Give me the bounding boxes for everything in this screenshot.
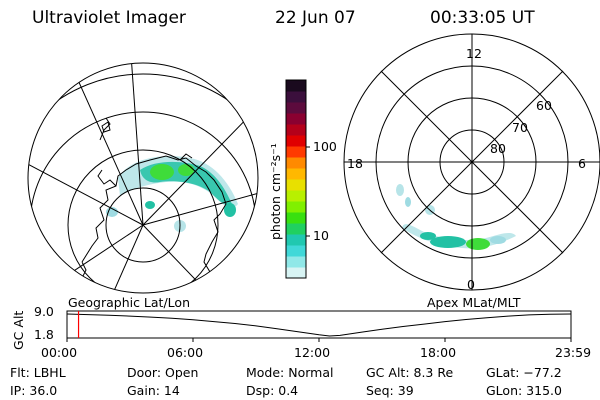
colorbar-tick-100: 100 xyxy=(313,139,337,154)
observation-time: 00:33:05 UT xyxy=(430,8,535,28)
mlt-label-6: 6 xyxy=(578,156,586,171)
colorbar-tick-10: 10 xyxy=(313,228,329,243)
mlt-label-12: 12 xyxy=(466,46,482,61)
colorbar xyxy=(285,79,310,279)
polar-plot-label: Apex MLat/MLT xyxy=(427,295,521,310)
y-tick-bottom: 1.8 xyxy=(34,327,54,342)
dsp-info: Dsp: 0.4 xyxy=(246,383,299,398)
x-tick-label-1: 06:00 xyxy=(167,345,204,360)
colorbar-segment xyxy=(286,179,306,191)
colorbar-segment xyxy=(286,223,306,235)
gc-alt-info: GC Alt: 8.3 Re xyxy=(366,365,454,380)
aurora-emission-polar xyxy=(396,184,516,250)
x-tick-label-3: 18:00 xyxy=(420,345,457,360)
colorbar-segment xyxy=(286,124,306,136)
mlat-label-80: 80 xyxy=(490,141,506,156)
x-tick-label-2: 12:00 xyxy=(294,345,331,360)
colorbar-segment xyxy=(286,113,306,125)
x-tick-label-0: 00:00 xyxy=(41,345,78,360)
x-tick-label-4: 23:59 xyxy=(555,345,592,360)
aurora-emission-geo xyxy=(106,156,238,232)
mlat-label-70: 70 xyxy=(512,120,528,135)
colorbar-segment xyxy=(286,135,306,147)
colorbar-segment xyxy=(286,80,306,92)
gain-info: Gain: 14 xyxy=(127,383,180,398)
filter-info: Flt: LBHL xyxy=(10,365,66,380)
gc-alt-timeline xyxy=(66,310,572,342)
colorbar-segment xyxy=(286,157,306,169)
glat-info: GLat: −77.2 xyxy=(486,365,562,380)
timeline-ylabel: GC Alt xyxy=(11,310,26,350)
mlt-label-0: 0 xyxy=(467,277,475,292)
colorbar-segment xyxy=(286,234,306,246)
colorbar-label: photon cm⁻²s⁻¹ xyxy=(268,143,283,240)
mlt-label-18: 18 xyxy=(347,156,363,171)
y-tick-top: 9.0 xyxy=(34,304,54,319)
mlat-label-60: 60 xyxy=(536,98,552,113)
colorbar-segment xyxy=(286,190,306,202)
seq-info: Seq: 39 xyxy=(366,383,414,398)
door-info: Door: Open xyxy=(127,365,199,380)
mlt-lines xyxy=(344,34,600,290)
colorbar-segment xyxy=(286,168,306,180)
ip-info: IP: 36.0 xyxy=(10,383,58,398)
colorbar-segment xyxy=(286,91,306,103)
colorbar-segment xyxy=(286,256,306,268)
colorbar-segment xyxy=(286,201,306,213)
mode-info: Mode: Normal xyxy=(246,365,334,380)
colorbar-segment xyxy=(286,146,306,158)
geo-map-label: Geographic Lat/Lon xyxy=(68,295,190,310)
colorbar-segment xyxy=(286,245,306,257)
observation-date: 22 Jun 07 xyxy=(275,8,356,28)
colorbar-segment xyxy=(286,267,306,279)
gc-alt-curve xyxy=(66,313,572,337)
colorbar-segment xyxy=(286,102,306,114)
colorbar-segment xyxy=(286,212,306,224)
glon-info: GLon: 315.0 xyxy=(486,383,562,398)
instrument-title: Ultraviolet Imager xyxy=(32,8,186,28)
